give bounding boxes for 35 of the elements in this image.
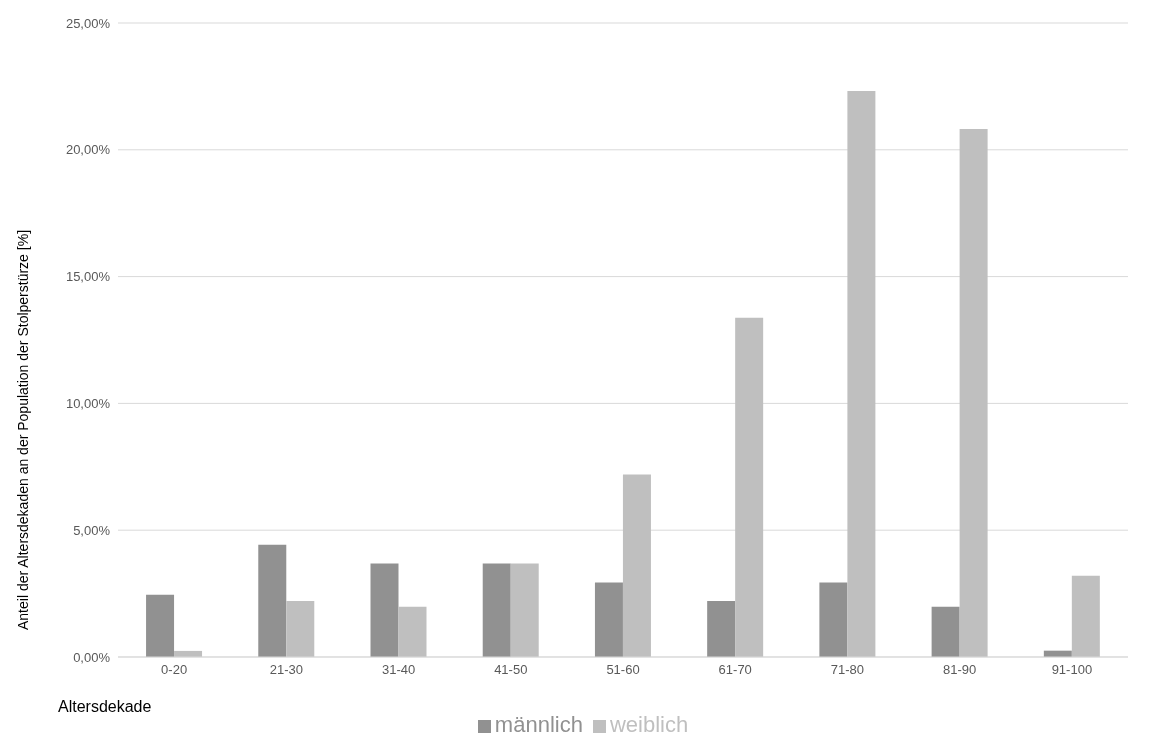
bar bbox=[819, 582, 848, 657]
legend-label: männlich bbox=[494, 712, 583, 737]
y-tick-label: 5,00% bbox=[73, 522, 111, 538]
x-tick-label: 0-20 bbox=[161, 662, 188, 678]
x-axis-title: Altersdekade bbox=[58, 698, 152, 715]
bar bbox=[735, 317, 764, 657]
y-tick-label: 10,00% bbox=[65, 396, 111, 412]
bar bbox=[931, 606, 960, 657]
bar bbox=[258, 544, 287, 657]
bar bbox=[398, 606, 427, 657]
bar bbox=[510, 563, 539, 657]
y-tick-label: 20,00% bbox=[65, 142, 111, 158]
x-tick-label: 91-100 bbox=[1051, 662, 1093, 678]
bar bbox=[146, 594, 175, 657]
y-axis-title: Anteil der Altersdekaden an der Population der Stolperstürze [%] bbox=[14, 229, 31, 630]
bar bbox=[847, 90, 876, 657]
bar bbox=[959, 129, 988, 657]
x-tick-label: 61-70 bbox=[718, 662, 752, 678]
bar bbox=[594, 582, 623, 657]
x-tick-label: 31-40 bbox=[381, 662, 416, 678]
x-tick-label: 21-30 bbox=[269, 662, 303, 678]
bar bbox=[286, 600, 315, 657]
y-tick-label: 15,00% bbox=[65, 269, 111, 285]
bar bbox=[482, 563, 511, 657]
y-tick-label: 0,00% bbox=[73, 649, 111, 665]
x-tick-label: 41-50 bbox=[494, 662, 528, 678]
x-tick-label: 51-60 bbox=[606, 662, 640, 678]
x-tick-label: 81-90 bbox=[943, 662, 977, 678]
legend-label: weiblich bbox=[609, 712, 689, 737]
x-tick-label: 71-80 bbox=[830, 662, 865, 678]
bar bbox=[370, 563, 399, 657]
bar bbox=[1071, 575, 1100, 657]
bar bbox=[707, 600, 736, 657]
bar bbox=[622, 474, 651, 657]
y-tick-label: 25,00% bbox=[65, 15, 111, 31]
